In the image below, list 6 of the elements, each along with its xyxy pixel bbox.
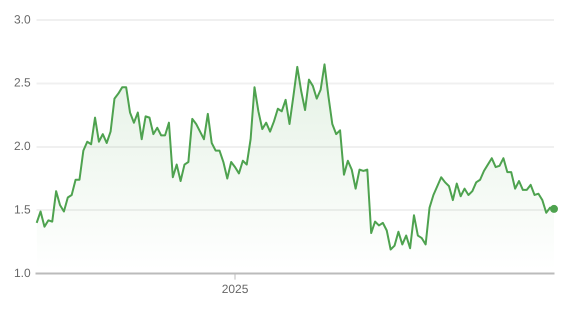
y-tick-label: 2.0 <box>14 139 31 154</box>
y-tick-label: 1.0 <box>14 266 31 280</box>
y-tick-label: 2.5 <box>14 76 31 90</box>
x-tick-label: 2025 <box>222 282 249 296</box>
y-tick-label: 3.0 <box>14 12 31 26</box>
y-tick-label: 1.5 <box>14 202 31 217</box>
